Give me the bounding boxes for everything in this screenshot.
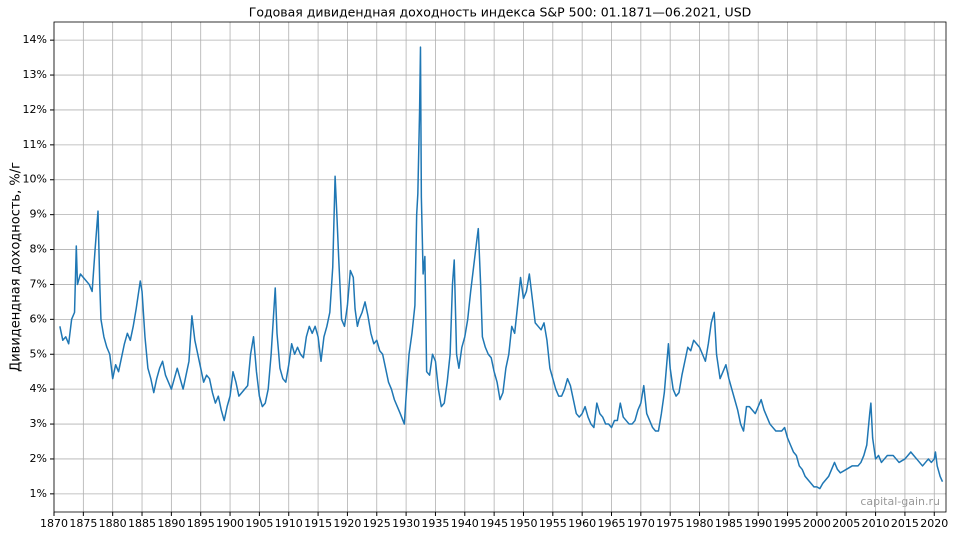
x-tick-label: 1890 — [157, 517, 185, 530]
x-tick-label: 1935 — [421, 517, 449, 530]
y-tick-label: 8% — [30, 243, 47, 256]
y-tick-label: 2% — [30, 452, 47, 465]
y-tick-label: 4% — [30, 382, 47, 395]
watermark: capital-gain.ru — [860, 495, 940, 508]
y-tick-label: 11% — [23, 138, 47, 151]
x-tick-label: 1975 — [656, 517, 684, 530]
y-axis-label: Дивидендная доходность, %/г — [9, 162, 24, 372]
x-tick-label: 1970 — [627, 517, 655, 530]
x-tick-label: 1980 — [686, 517, 714, 530]
x-tick-label: 1995 — [774, 517, 802, 530]
x-tick-label: 2015 — [891, 517, 919, 530]
y-tick-label: 9% — [30, 208, 47, 221]
x-tick-label: 1900 — [216, 517, 244, 530]
y-tick-label: 10% — [23, 173, 47, 186]
x-tick-label: 1960 — [568, 517, 596, 530]
x-tick-label: 1915 — [304, 517, 332, 530]
x-tick-label: 1945 — [480, 517, 508, 530]
x-tick-label: 1990 — [744, 517, 772, 530]
x-tick-label: 1880 — [99, 517, 127, 530]
x-tick-label: 1965 — [598, 517, 626, 530]
y-tick-label: 12% — [23, 103, 47, 116]
x-tick-label: 1985 — [715, 517, 743, 530]
y-tick-label: 13% — [23, 68, 47, 81]
data-line — [59, 46, 944, 490]
y-tick-label: 1% — [30, 487, 47, 500]
y-tick-label: 14% — [23, 33, 47, 46]
y-tick-label: 7% — [30, 277, 47, 290]
x-tick-label: 1955 — [539, 517, 567, 530]
x-tick-label: 2005 — [832, 517, 860, 530]
x-tick-label: 1870 — [40, 517, 68, 530]
x-tick-label: 1930 — [392, 517, 420, 530]
plot-frame — [53, 21, 947, 513]
x-tick-label: 1940 — [451, 517, 479, 530]
x-tick-label: 1920 — [333, 517, 361, 530]
y-tick-label: 3% — [30, 417, 47, 430]
x-tick-label: 1950 — [509, 517, 537, 530]
y-tick-label: 6% — [30, 312, 47, 325]
x-tick-label: 1910 — [275, 517, 303, 530]
x-tick-label: 1905 — [245, 517, 273, 530]
x-tick-label: 2010 — [862, 517, 890, 530]
x-tick-label: 1895 — [187, 517, 215, 530]
x-tick-label: 2000 — [803, 517, 831, 530]
x-tick-label: 1875 — [69, 517, 97, 530]
chart-title: Годовая дивидендная доходность индекса S… — [249, 5, 752, 20]
x-tick-label: 2020 — [920, 517, 948, 530]
y-tick-label: 5% — [30, 347, 47, 360]
x-tick-label: 1885 — [128, 517, 156, 530]
x-tick-label: 1925 — [363, 517, 391, 530]
